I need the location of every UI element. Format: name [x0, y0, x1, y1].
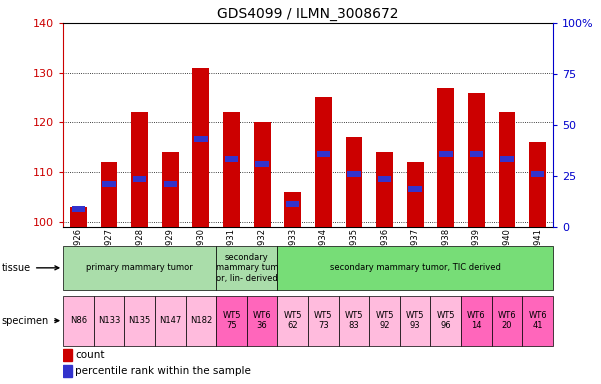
Bar	[346, 137, 362, 227]
Text: WT5
83: WT5 83	[345, 311, 363, 330]
Bar	[347, 171, 361, 177]
Bar	[247, 296, 278, 346]
Text: N182: N182	[190, 316, 212, 325]
Text: WT6
41: WT6 41	[528, 311, 547, 330]
Bar	[63, 296, 94, 346]
Text: tissue: tissue	[2, 263, 59, 273]
Bar	[378, 176, 391, 182]
Bar	[430, 296, 461, 346]
Text: WT5
75: WT5 75	[222, 311, 241, 330]
Bar	[102, 181, 116, 187]
Bar	[461, 296, 492, 346]
Bar	[100, 162, 117, 227]
Bar	[278, 246, 553, 290]
Bar	[286, 201, 299, 207]
Bar	[72, 206, 85, 212]
Bar	[439, 151, 453, 157]
Bar	[216, 246, 278, 290]
Bar	[369, 296, 400, 346]
Bar	[438, 88, 454, 227]
Text: specimen: specimen	[2, 316, 59, 326]
Text: WT5
92: WT5 92	[375, 311, 394, 330]
Text: N133: N133	[98, 316, 120, 325]
Bar	[163, 181, 177, 187]
Bar	[317, 151, 330, 157]
Bar	[192, 68, 209, 227]
Text: N147: N147	[159, 316, 182, 325]
Bar	[162, 152, 178, 227]
Text: WT5
93: WT5 93	[406, 311, 424, 330]
Bar	[133, 176, 147, 182]
Text: WT6
20: WT6 20	[498, 311, 516, 330]
Bar	[255, 161, 269, 167]
Text: N135: N135	[129, 316, 151, 325]
Bar	[131, 113, 148, 227]
Bar	[492, 296, 522, 346]
Bar	[216, 296, 247, 346]
Bar	[155, 296, 186, 346]
Text: WT5
96: WT5 96	[436, 311, 455, 330]
Bar	[529, 142, 546, 227]
Text: count: count	[75, 350, 105, 360]
Bar	[186, 296, 216, 346]
Bar	[308, 296, 338, 346]
Bar	[499, 113, 516, 227]
Text: N86: N86	[70, 316, 87, 325]
Bar	[124, 296, 155, 346]
Bar	[194, 136, 207, 142]
Bar	[63, 349, 72, 361]
Bar	[400, 296, 430, 346]
Bar	[278, 296, 308, 346]
Text: percentile rank within the sample: percentile rank within the sample	[75, 366, 251, 376]
Bar	[469, 151, 483, 157]
Bar	[223, 113, 240, 227]
Text: primary mammary tumor: primary mammary tumor	[87, 263, 193, 272]
Bar	[409, 186, 422, 192]
Text: WT6
36: WT6 36	[253, 311, 272, 330]
Text: WT5
73: WT5 73	[314, 311, 332, 330]
Text: WT5
62: WT5 62	[284, 311, 302, 330]
Bar	[254, 122, 270, 227]
Bar	[63, 365, 72, 377]
Title: GDS4099 / ILMN_3008672: GDS4099 / ILMN_3008672	[218, 7, 398, 21]
Bar	[531, 171, 545, 177]
Bar	[338, 296, 369, 346]
Bar	[225, 156, 238, 162]
Bar	[315, 98, 332, 227]
Bar	[500, 156, 514, 162]
Bar	[407, 162, 424, 227]
Bar	[468, 93, 485, 227]
Bar	[522, 296, 553, 346]
Bar	[70, 207, 87, 227]
Text: secondary mammary tumor, TIC derived: secondary mammary tumor, TIC derived	[330, 263, 501, 272]
Bar	[376, 152, 393, 227]
Text: secondary
mammary tum
or, lin- derived: secondary mammary tum or, lin- derived	[216, 253, 278, 283]
Bar	[284, 192, 301, 227]
Bar	[63, 246, 216, 290]
Bar	[94, 296, 124, 346]
Text: WT6
14: WT6 14	[467, 311, 486, 330]
